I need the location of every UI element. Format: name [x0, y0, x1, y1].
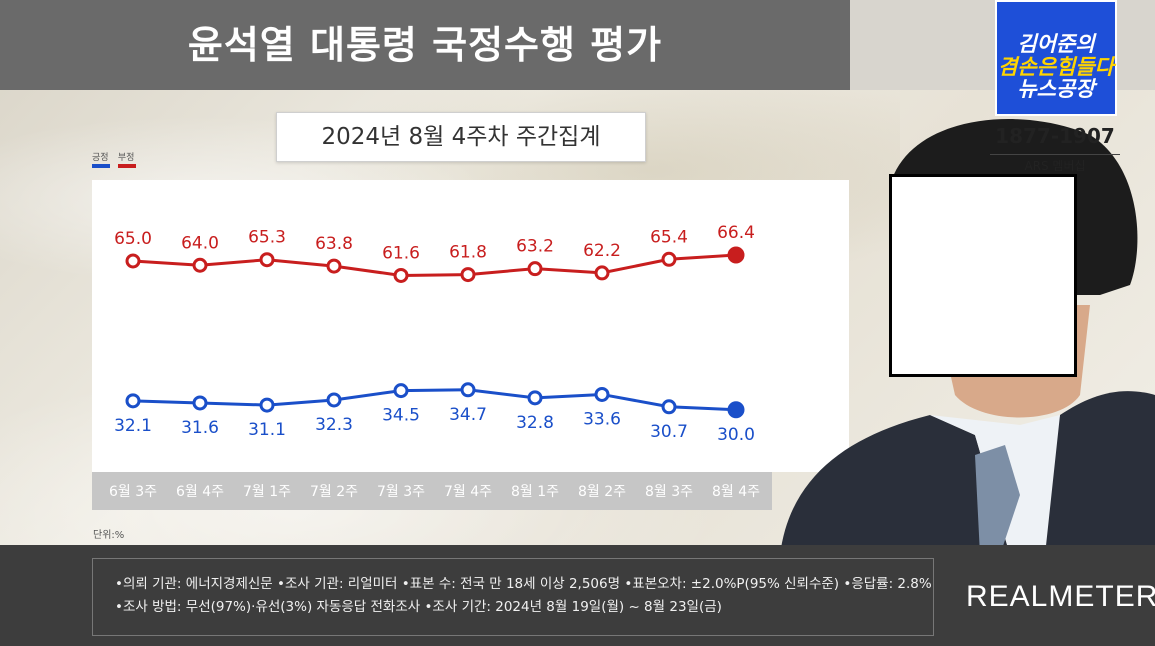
data-point [594, 265, 610, 281]
data-point [661, 251, 677, 267]
footer-bar [0, 545, 1155, 646]
membership-label: ARS 멤버십 [990, 154, 1120, 174]
x-tick-label: 8월 3주 [645, 484, 693, 500]
survey-notes: •의뢰 기관: 에너지경제신문 •조사 기관: 리얼미터 •표본 수: 전국 만… [92, 558, 934, 636]
data-point [192, 257, 208, 273]
legend-positive: 긍정 [92, 150, 110, 168]
series-line-positive [132, 388, 737, 412]
show-logo-line1: 김어준의 [1017, 32, 1095, 56]
data-label: 63.8 [315, 234, 353, 254]
x-tick-label: 8월 4주 [712, 484, 760, 500]
page-title: 윤석열 대통령 국정수행 평가 [187, 23, 663, 67]
data-label: 32.8 [516, 413, 554, 433]
legend-positive-swatch [92, 164, 110, 168]
data-label: 62.2 [583, 241, 621, 261]
data-label: 30.0 [717, 425, 755, 445]
title-bar [0, 0, 850, 90]
legend-negative-label: 부정 [117, 153, 135, 163]
data-point [192, 395, 208, 411]
data-label: 63.2 [516, 237, 554, 257]
legend-negative-swatch [117, 164, 136, 168]
data-point [125, 253, 141, 269]
data-point [661, 399, 677, 415]
data-label: 66.4 [717, 223, 755, 243]
legend-negative: 부정 [117, 150, 136, 168]
show-logo-line3: 뉴스공장 [1017, 77, 1095, 101]
legend-positive-label: 긍정 [92, 153, 109, 163]
chart-legend: 긍정 부정 [92, 150, 141, 168]
data-label: 34.7 [449, 405, 487, 425]
data-point [527, 261, 543, 277]
face-blur-box [889, 174, 1077, 377]
x-tick-label: 7월 3주 [377, 484, 425, 500]
data-point [594, 386, 610, 402]
data-label: 30.7 [650, 422, 688, 442]
unit-label: 단위:% [93, 530, 125, 541]
data-label: 64.0 [181, 233, 219, 253]
x-tick-label: 6월 3주 [109, 484, 157, 500]
data-point [259, 252, 275, 268]
data-label: 32.3 [315, 415, 353, 435]
data-point [326, 258, 342, 274]
data-point [727, 246, 745, 264]
data-point [393, 267, 409, 283]
x-tick-label: 7월 1주 [243, 484, 291, 500]
data-point [460, 267, 476, 283]
x-tick-label: 8월 2주 [578, 484, 626, 500]
x-tick-label: 6월 4주 [176, 484, 224, 500]
realmeter-logo: REALMETER [966, 580, 1155, 613]
series-line-negative [132, 253, 737, 277]
data-point [527, 390, 543, 406]
data-label: 61.8 [449, 243, 487, 263]
data-point [326, 392, 342, 408]
data-label: 33.6 [583, 409, 621, 429]
phone-number: 1877-1907 [995, 124, 1115, 148]
data-label: 65.0 [114, 229, 152, 249]
data-label: 65.4 [650, 227, 688, 247]
data-label: 65.3 [248, 228, 286, 248]
data-label: 32.1 [114, 416, 152, 436]
data-point [393, 383, 409, 399]
plot-area [92, 180, 849, 472]
show-logo: 김어준의 겸손은힘들다 뉴스공장 [995, 0, 1117, 116]
survey-note-line1: •의뢰 기관: 에너지경제신문 •조사 기관: 리얼미터 •표본 수: 전국 만… [115, 576, 932, 592]
x-tick-label: 7월 4주 [444, 484, 492, 500]
data-point [727, 401, 745, 419]
survey-note-line2: •조사 방법: 무선(97%)·유선(3%) 자동응답 전화조사 •조사 기간:… [115, 599, 722, 615]
data-label: 31.6 [181, 418, 219, 438]
data-label: 34.5 [382, 406, 420, 426]
data-point [460, 382, 476, 398]
x-axis-band [92, 472, 772, 510]
data-point [259, 397, 275, 413]
x-tick-label: 8월 1주 [511, 484, 559, 500]
data-label: 61.6 [382, 243, 420, 263]
period-label: 2024년 8월 4주차 주간집계 [276, 112, 646, 162]
data-point [125, 393, 141, 409]
show-logo-line2: 겸손은힘들다 [998, 55, 1114, 79]
x-tick-label: 7월 2주 [310, 484, 358, 500]
data-label: 31.1 [248, 420, 286, 440]
